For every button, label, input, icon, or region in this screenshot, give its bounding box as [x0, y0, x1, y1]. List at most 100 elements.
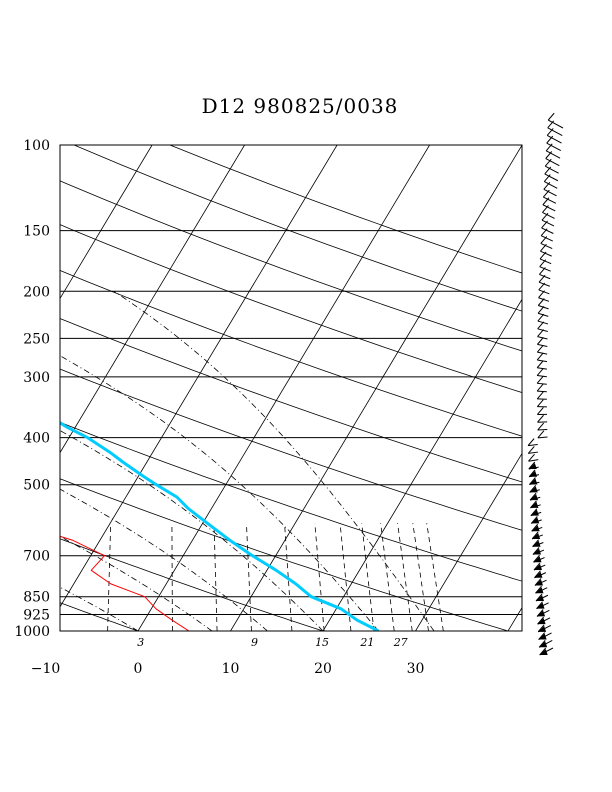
wind-barb-shaft — [540, 235, 553, 242]
wind-barb-shaft — [541, 219, 555, 227]
wind-barb — [538, 267, 551, 280]
wind-barb — [540, 236, 553, 250]
wind-barb-flag — [538, 274, 546, 283]
wind-barb-flag — [543, 174, 551, 182]
wind-barb-flag — [544, 166, 552, 175]
isotherm-line — [60, 145, 153, 300]
wind-barb-flag — [539, 251, 547, 260]
wind-barb-flag — [545, 151, 553, 159]
wind-barb-flag — [535, 593, 543, 602]
wind-barb-flag — [530, 500, 537, 509]
mixing-ratio-labels: 3 9 15 21 27 — [137, 636, 407, 649]
mixing-ratio-line — [380, 523, 395, 631]
mixing-ratio-label: 9 — [251, 636, 258, 649]
wind-barb-pennant — [534, 571, 543, 578]
wind-barb — [530, 508, 542, 517]
wind-barb — [527, 438, 538, 447]
mixing-ratio-label: 3 — [137, 636, 144, 649]
wind-barb-flag — [536, 360, 544, 369]
wind-barb-flag — [536, 368, 544, 376]
dry-adiabat — [73, 145, 522, 312]
wind-barb-flag — [533, 554, 540, 563]
wind-barb-flag — [537, 422, 545, 431]
wind-barb-pennant — [529, 470, 538, 477]
pressure-tick-label: 400 — [23, 431, 50, 447]
wind-barb-shaft — [543, 196, 557, 204]
wind-barb — [538, 632, 552, 641]
mixing-ratio-line — [361, 523, 375, 631]
wind-barb — [535, 585, 548, 594]
wind-barb-pennant — [530, 509, 539, 516]
wind-barb-pennant — [529, 478, 538, 485]
wind-barb-flag — [527, 438, 535, 446]
wind-barb-shaft — [537, 351, 548, 355]
wind-barb-flag — [546, 128, 554, 136]
wind-barb-pennant — [539, 641, 548, 648]
pressure-tick-label: 925 — [23, 608, 50, 624]
wind-barb-flag — [543, 181, 551, 190]
wind-barb — [528, 461, 539, 470]
wind-barb — [540, 243, 552, 257]
wind-barb-flag — [542, 205, 549, 213]
wind-barb — [536, 399, 547, 408]
wind-barb — [531, 523, 543, 532]
wind-barb — [535, 593, 549, 602]
dry-adiabat — [60, 224, 522, 394]
wind-barb-flag — [530, 508, 538, 516]
wind-barb-pennant — [532, 532, 541, 539]
wind-barb-pennant — [531, 517, 540, 524]
wind-barb-pennant — [536, 594, 545, 601]
sounding-line-1 — [60, 420, 380, 631]
wind-barb — [537, 422, 548, 431]
wind-barb — [539, 259, 551, 272]
wind-barb — [529, 492, 541, 501]
wind-barb-shaft — [547, 119, 564, 129]
wind-barb-flag — [538, 290, 545, 299]
isotherm-line — [60, 145, 245, 454]
wind-barb-flag — [536, 352, 544, 361]
wind-barb-flag — [536, 383, 544, 392]
wind-barb-pennant — [537, 618, 546, 625]
wind-barb — [534, 578, 547, 586]
wind-barb-shaft — [539, 266, 551, 272]
wind-barb-flag — [536, 601, 543, 610]
temperature-tick-label: −10 — [31, 661, 61, 677]
moist-adiabat — [113, 290, 435, 631]
wind-barb-shaft — [540, 242, 553, 250]
wind-barb-shaft — [546, 142, 562, 152]
mixing-ratio-label: 15 — [315, 636, 329, 649]
wind-barb-flag — [537, 414, 544, 423]
wind-barb — [542, 197, 556, 212]
wind-barb — [544, 158, 559, 174]
wind-barb-shaft — [542, 204, 556, 212]
moist-adiabat — [60, 430, 324, 631]
wind-barb — [545, 143, 561, 159]
wind-barb — [546, 128, 562, 144]
wind-barb-flag — [537, 430, 545, 439]
wind-barb — [532, 539, 544, 548]
wind-barb — [537, 414, 548, 423]
wind-barb-flag — [541, 220, 548, 229]
wind-barb-flag — [537, 337, 544, 345]
plot-frame — [59, 144, 523, 632]
wind-barb — [536, 344, 548, 355]
wind-barb — [537, 624, 552, 633]
wind-barb — [537, 337, 548, 348]
wind-barb — [536, 375, 547, 385]
wind-barb-pennant — [538, 625, 547, 632]
temperature-tick-label: 20 — [314, 661, 332, 677]
wind-barb — [536, 609, 550, 617]
wind-barb-flag — [542, 189, 550, 198]
wind-barb — [527, 446, 539, 454]
wind-barb-shaft — [537, 343, 548, 348]
wind-barb-flag — [536, 391, 544, 400]
wind-barb-flag — [537, 616, 544, 625]
moist-adiabat — [60, 488, 268, 631]
wind-barb — [533, 554, 545, 563]
wind-barb — [536, 368, 547, 378]
wind-barb-flag — [539, 647, 547, 656]
wind-barb-flag — [534, 578, 542, 586]
wind-barb — [541, 220, 554, 234]
wind-barb-shaft — [528, 459, 539, 462]
mixing-ratio-line — [412, 523, 429, 631]
